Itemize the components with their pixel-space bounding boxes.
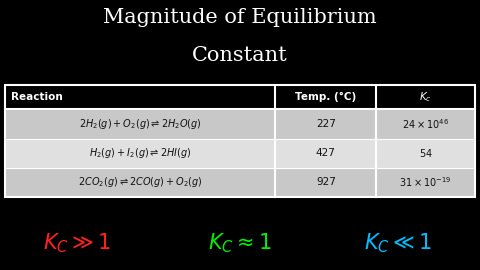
Text: 227: 227 <box>316 119 336 129</box>
Text: $K_C \gg 1$: $K_C \gg 1$ <box>43 231 111 255</box>
Text: $31 \times 10^{-19}$: $31 \times 10^{-19}$ <box>399 176 452 189</box>
Bar <box>5 85 475 197</box>
Text: $54$: $54$ <box>419 147 432 159</box>
Text: $2CO_2(g) \rightleftharpoons 2CO(g) + O_2(g)$: $2CO_2(g) \rightleftharpoons 2CO(g) + O_… <box>78 176 203 190</box>
Text: $2H_2(g) + O_2(g) \rightleftharpoons 2H_2O(g)$: $2H_2(g) + O_2(g) \rightleftharpoons 2H_… <box>79 117 202 131</box>
Text: Temp. (°C): Temp. (°C) <box>295 92 357 102</box>
Text: $K_c$: $K_c$ <box>420 90 432 104</box>
Text: 927: 927 <box>316 177 336 187</box>
Text: Reaction: Reaction <box>11 92 62 102</box>
Bar <box>5 85 475 109</box>
Text: $K_C \approx 1$: $K_C \approx 1$ <box>208 231 272 255</box>
Text: $H_2(g) + I_2(g) \rightleftharpoons 2HI(g)$: $H_2(g) + I_2(g) \rightleftharpoons 2HI(… <box>89 146 191 160</box>
Text: Constant: Constant <box>192 46 288 65</box>
Text: Magnitude of Equilibrium: Magnitude of Equilibrium <box>103 8 377 27</box>
Text: $K_C \ll 1$: $K_C \ll 1$ <box>364 231 432 255</box>
Text: $24 \times 10^{46}$: $24 \times 10^{46}$ <box>402 117 449 131</box>
Bar <box>5 139 475 168</box>
Bar <box>5 168 475 197</box>
Bar <box>5 109 475 139</box>
Text: 427: 427 <box>316 148 336 158</box>
